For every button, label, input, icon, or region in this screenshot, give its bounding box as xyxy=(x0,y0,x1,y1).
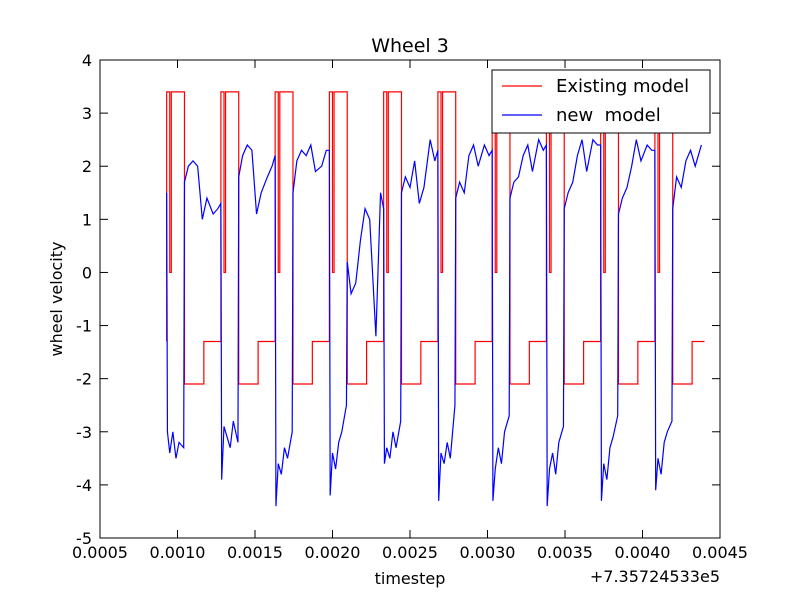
chart-title: Wheel 3 xyxy=(371,35,449,57)
y-tick-label: 1 xyxy=(82,210,92,229)
y-tick-label: 0 xyxy=(82,263,92,282)
x-tick-label: 0.0040 xyxy=(615,543,671,562)
y-tick-label: -3 xyxy=(76,423,92,442)
y-tick-label: 2 xyxy=(82,157,92,176)
y-tick-label: -5 xyxy=(76,529,92,548)
x-tick-label: 0.0020 xyxy=(305,543,361,562)
legend: Existing model new model xyxy=(491,69,711,134)
series-line xyxy=(166,137,702,507)
x-tick-label: 0.0030 xyxy=(460,543,516,562)
plot-lines xyxy=(166,91,705,507)
y-tick-label: -4 xyxy=(76,476,92,495)
x-offset-text: +7.35724533e5 xyxy=(590,567,720,586)
legend-label: new model xyxy=(556,105,661,126)
x-tick-label: 0.0015 xyxy=(227,543,283,562)
plot-frame xyxy=(99,59,721,539)
x-tick-label: 0.0035 xyxy=(537,543,593,562)
x-tick-label: 0.0025 xyxy=(382,543,438,562)
legend-box xyxy=(491,69,711,134)
y-axis-label: wheel velocity xyxy=(47,242,66,357)
x-tick-label: 0.0005 xyxy=(72,543,128,562)
legend-label: Existing model xyxy=(556,76,689,97)
x-tick-label: 0.0010 xyxy=(150,543,206,562)
x-tick-label: 0.0045 xyxy=(692,543,748,562)
y-tick-label: -2 xyxy=(76,370,92,389)
ticks: 0.0005 0.0010 0.0015 0.0020 0.0025 0.0030 0.00… xyxy=(72,51,748,562)
y-tick-label: 3 xyxy=(82,104,92,123)
x-axis-label: timestep xyxy=(375,569,446,588)
y-tick-label: -1 xyxy=(76,317,92,336)
y-tick-label: 4 xyxy=(82,51,92,70)
